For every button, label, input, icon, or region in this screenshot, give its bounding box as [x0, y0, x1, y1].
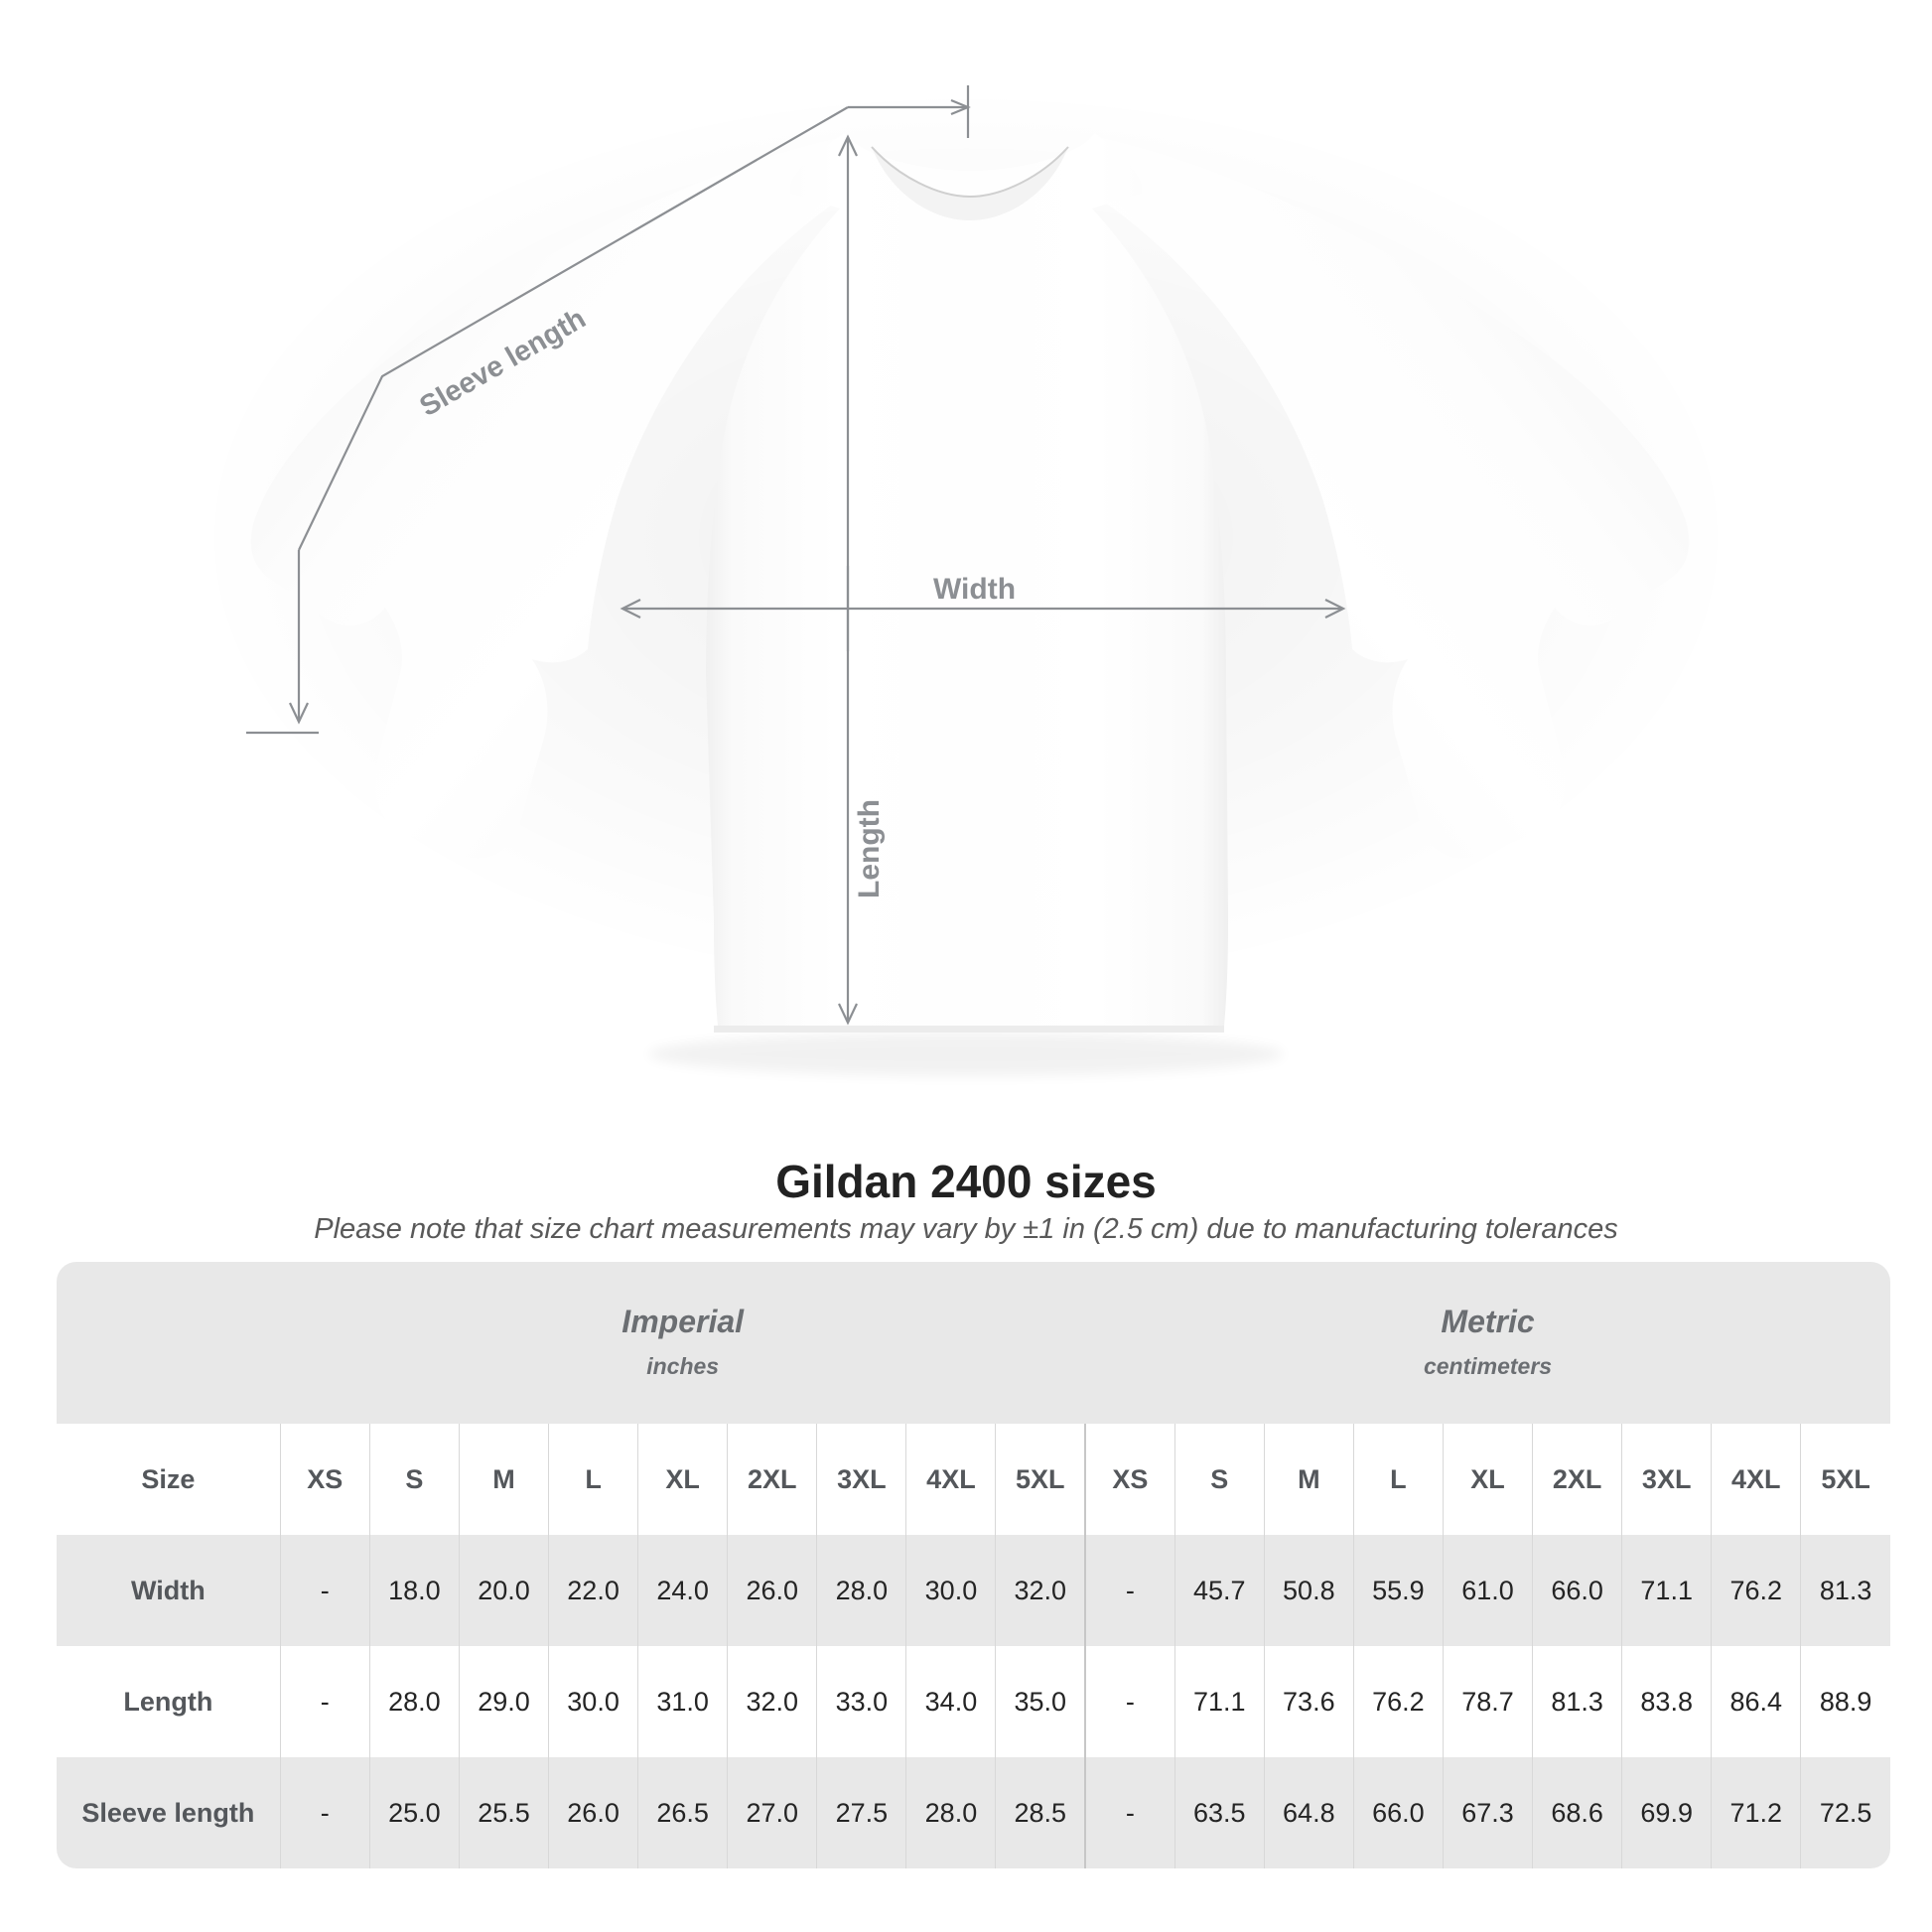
- svg-text:Length: Length: [853, 799, 886, 898]
- svg-text:Width: Width: [933, 573, 1016, 606]
